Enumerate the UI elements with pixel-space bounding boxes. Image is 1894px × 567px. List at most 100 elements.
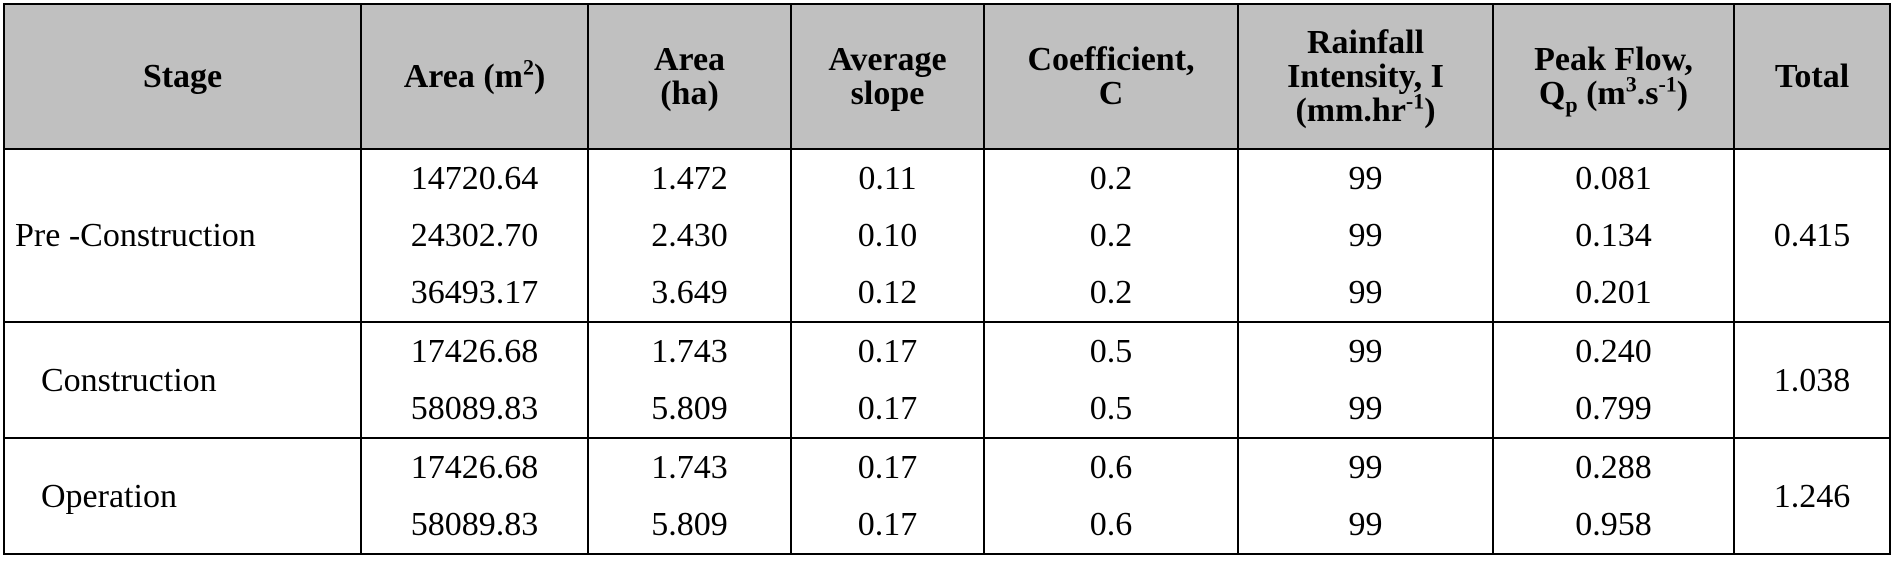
value-cell: 0.6 <box>983 437 1239 496</box>
value-cell: 0.5 <box>983 321 1239 380</box>
value-cell: 0.2 <box>983 207 1239 264</box>
data-row: Pre -Construction 14720.64 1.472 0.11 0.2 99 0… <box>3 148 1891 323</box>
value-cell: 1.743 <box>587 321 792 380</box>
header-text: Area <box>653 40 726 78</box>
value-cell: 99 <box>1237 207 1494 264</box>
header-cell: Stage <box>3 3 362 150</box>
data-row: 24302.70 2.430 0.10 0.2 99 0.134 <box>4 207 1890 264</box>
value-cell: 99 <box>1237 148 1494 207</box>
header-text: -1 <box>1658 71 1677 97</box>
value-cell: 5.809 <box>587 380 792 439</box>
header-text: C <box>1098 74 1124 112</box>
stage-cell: Operation <box>3 437 362 555</box>
value-cell: 5.809 <box>587 496 792 555</box>
total-cell: 0.415 <box>1733 148 1891 323</box>
header-text: p <box>1565 91 1578 117</box>
header-text: Peak Flow, <box>1534 40 1693 78</box>
header-line: Area <box>589 40 790 78</box>
value-cell: 0.5 <box>983 380 1239 439</box>
value-cell: 2.430 <box>587 207 792 264</box>
data-row: 58089.83 5.809 0.17 0.5 99 0.799 <box>4 380 1890 439</box>
header-line: (ha) <box>589 74 790 112</box>
table-body: Pre -Construction 14720.64 1.472 0.11 0.2 99 0… <box>3 148 1891 555</box>
header-cell: Coefficient, C <box>983 3 1239 150</box>
header-line: C <box>985 74 1237 112</box>
header-line: Intensity, I <box>1239 57 1492 95</box>
value-cell: 0.081 <box>1492 148 1735 207</box>
header-text: ) <box>533 57 546 95</box>
value-cell: 0.2 <box>983 148 1239 207</box>
value-cell: 0.17 <box>790 437 985 496</box>
value-cell: 0.17 <box>790 321 985 380</box>
header-text: slope <box>850 74 925 112</box>
header-line: slope <box>792 74 983 112</box>
value-cell: 0.201 <box>1492 264 1735 323</box>
header-line: Qp (m3.s-1) <box>1494 73 1733 115</box>
header-line: Stage <box>5 57 360 95</box>
data-row: Construction 17426.68 1.743 0.17 0.5 99 0.240 1… <box>3 321 1891 439</box>
header-text: (m <box>1577 74 1626 112</box>
value-cell: 58089.83 <box>360 380 589 439</box>
header-text: .s <box>1636 74 1659 112</box>
value-cell: 0.240 <box>1492 321 1735 380</box>
data-row: 58089.83 5.809 0.17 0.6 99 0.958 <box>4 496 1890 555</box>
value-cell: 0.958 <box>1492 496 1735 555</box>
value-cell: 99 <box>1237 380 1494 439</box>
header-text: Average <box>828 40 947 78</box>
value-cell: 0.17 <box>790 380 985 439</box>
data-row: Operation 17426.68 1.743 0.17 0.6 99 0.288 1.24… <box>3 437 1891 555</box>
header-cell: Peak Flow, Qp (m3.s-1) <box>1492 3 1735 150</box>
header-line: Rainfall <box>1239 23 1492 61</box>
value-cell: 1.743 <box>587 437 792 496</box>
header-line: Peak Flow, <box>1494 40 1733 78</box>
header-text: 2 <box>522 54 534 80</box>
value-cell: 0.6 <box>983 496 1239 555</box>
value-cell: 1.472 <box>587 148 792 207</box>
flow-table: Stage Area (m2) Area (ha) Average slope Coeffi… <box>3 3 1891 555</box>
header-text: -1 <box>1405 88 1425 114</box>
header-text: ) <box>1676 74 1689 112</box>
header-text: Coefficient, <box>1027 40 1195 78</box>
header-text: Area (m <box>403 57 523 95</box>
value-cell: 99 <box>1237 264 1494 323</box>
value-cell: 0.12 <box>790 264 985 323</box>
value-cell: 99 <box>1237 496 1494 555</box>
header-text: Rainfall <box>1306 23 1425 61</box>
value-cell: 36493.17 <box>360 264 589 323</box>
data-row: 36493.17 3.649 0.12 0.2 99 0.201 <box>4 264 1890 323</box>
stage-cell: Pre -Construction <box>3 148 362 323</box>
header-cell: Total <box>1733 3 1891 150</box>
header-cell: Average slope <box>790 3 985 150</box>
total-cell: 1.246 <box>1733 437 1891 555</box>
header-text: ) <box>1424 91 1436 129</box>
header-cell: Rainfall Intensity, I (mm.hr-1) <box>1237 3 1494 150</box>
value-cell: 3.649 <box>587 264 792 323</box>
value-cell: 99 <box>1237 321 1494 380</box>
value-cell: 17426.68 <box>360 321 589 380</box>
header-text: Stage <box>142 57 223 95</box>
header-line: (mm.hr-1) <box>1239 90 1492 129</box>
stage-cell: Construction <box>3 321 362 439</box>
header-text: (mm.hr <box>1295 91 1406 129</box>
value-cell: 0.2 <box>983 264 1239 323</box>
header-line: Area (m2) <box>362 56 587 95</box>
header-cell: Area (ha) <box>587 3 792 150</box>
value-cell: 14720.64 <box>360 148 589 207</box>
value-cell: 99 <box>1237 437 1494 496</box>
header-cell: Area (m2) <box>360 3 589 150</box>
header-text: Intensity, I <box>1287 57 1444 95</box>
header-line: Coefficient, <box>985 40 1237 78</box>
header-text: 3 <box>1625 71 1637 97</box>
value-cell: 0.134 <box>1492 207 1735 264</box>
header-text: Q <box>1538 74 1566 112</box>
value-cell: 58089.83 <box>360 496 589 555</box>
value-cell: 0.17 <box>790 496 985 555</box>
value-cell: 0.799 <box>1492 380 1735 439</box>
value-cell: 17426.68 <box>360 437 589 496</box>
total-cell: 1.038 <box>1733 321 1891 439</box>
header-row: Stage Area (m2) Area (ha) Average slope Coeffi… <box>3 3 1891 150</box>
value-cell: 0.288 <box>1492 437 1735 496</box>
header-text: (ha) <box>660 74 719 112</box>
header-line: Total <box>1735 59 1889 94</box>
